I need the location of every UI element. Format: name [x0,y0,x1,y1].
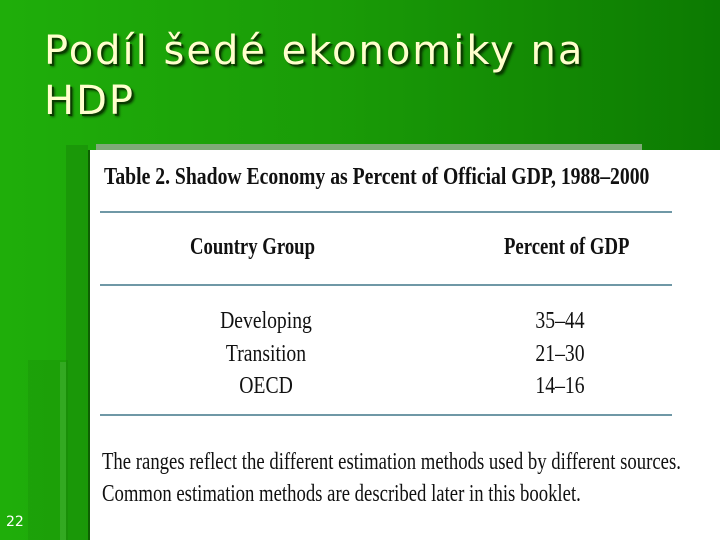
scan-top-edge [96,144,642,150]
table-rule [100,211,672,213]
table-cell-group: Developing [220,308,312,334]
table-rule [100,414,672,416]
column-header-percent: Percent of GDP [504,234,630,260]
slide-title-line: Podíl šedé ekonomiky na [44,28,585,74]
table-cell-percent: 21–30 [535,341,585,367]
column-header-country-group: Country Group [190,234,316,260]
slide-title-line: HDP [44,78,135,124]
slide-title: Podíl šedé ekonomiky na HDP [44,26,684,126]
slide-number: 22 [6,514,24,530]
scanned-table-image: Table 2. Shadow Economy as Percent of Of… [90,150,720,540]
table-note: The ranges reflect the different estimat… [102,446,681,510]
table-cell-group: Transition [225,341,307,367]
table-note-line: Common estimation methods are described … [102,481,581,507]
background-stripe [60,362,66,540]
table-title: Table 2. Shadow Economy as Percent of Of… [104,164,650,190]
table-cell-percent: 14–16 [535,373,585,399]
background-stripe [28,360,68,540]
table-cell-percent: 35–44 [535,308,585,334]
table-note-line: The ranges reflect the different estimat… [102,449,681,475]
table-cell-group: OECD [239,373,293,399]
background-stripe [66,145,88,540]
table-rule [100,284,672,286]
